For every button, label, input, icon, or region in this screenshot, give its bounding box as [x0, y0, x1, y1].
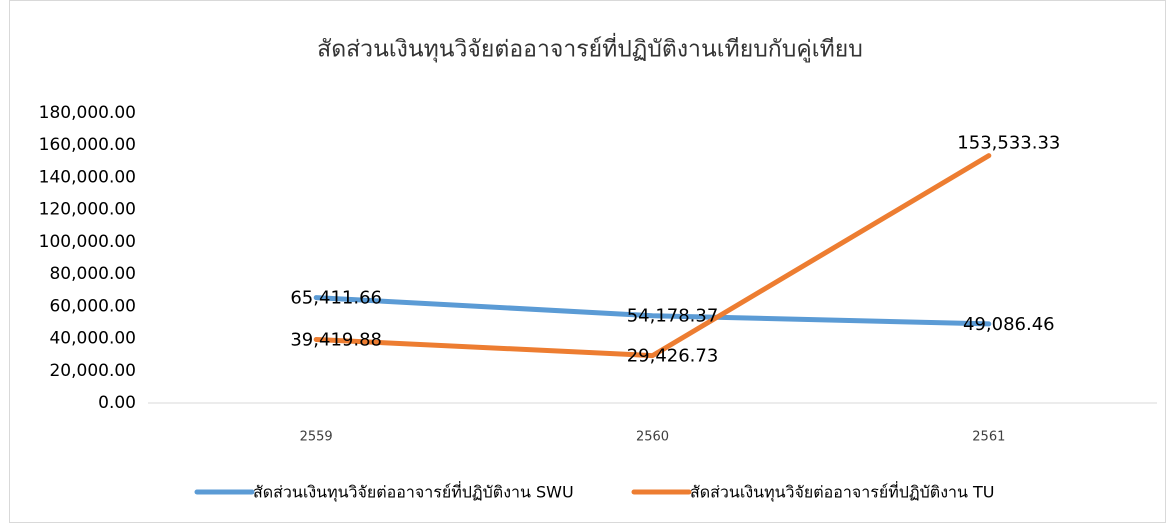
x-tick-label: 2561	[972, 430, 1005, 445]
y-tick-label: 60,000.00	[49, 296, 136, 316]
data-label: 54,178.37	[627, 306, 719, 327]
chart-title: สัดส่วนเงินทุนวิจัยต่ออาจารย์ที่ปฏิบัติง…	[317, 33, 863, 63]
legend-label: สัดส่วนเงินทุนวิจัยต่ออาจารย์ที่ปฏิบัติง…	[253, 481, 574, 503]
data-label: 29,426.73	[627, 346, 719, 367]
y-tick-label: 20,000.00	[49, 361, 136, 381]
y-tick-label: 180,000.00	[39, 103, 136, 123]
x-tick-label: 2560	[636, 430, 669, 445]
y-tick-label: 0.00	[98, 393, 136, 413]
data-label: 65,411.66	[290, 288, 382, 309]
x-tick-label: 2559	[300, 430, 333, 445]
legend-label: สัดส่วนเงินทุนวิจัยต่ออาจารย์ที่ปฏิบัติง…	[690, 481, 995, 503]
chart-border	[9, 0, 1166, 523]
y-tick-label: 160,000.00	[39, 135, 136, 155]
data-label: 153,533.33	[957, 133, 1060, 154]
y-tick-label: 80,000.00	[49, 264, 136, 284]
data-label: 39,419.88	[290, 329, 382, 350]
y-tick-label: 100,000.00	[39, 232, 136, 252]
series-line	[313, 153, 992, 359]
y-tick-label: 140,000.00	[39, 167, 136, 187]
y-tick-label: 120,000.00	[39, 200, 136, 220]
series-line	[313, 295, 992, 327]
y-tick-label: 40,000.00	[49, 329, 136, 349]
data-label: 49,086.46	[963, 314, 1055, 335]
